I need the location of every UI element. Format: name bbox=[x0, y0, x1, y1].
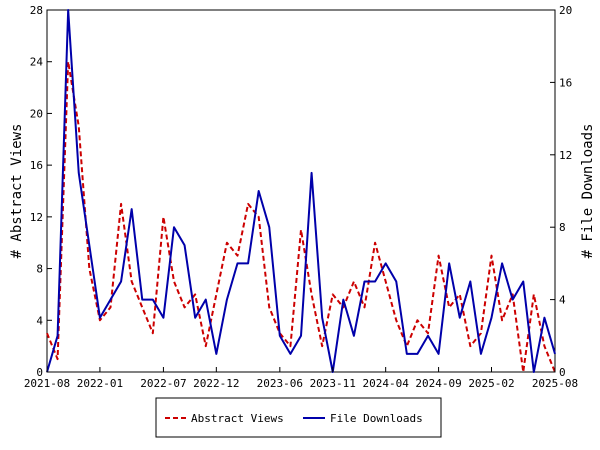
series-layer bbox=[46, 9, 556, 373]
x-tick-label: 2023-11 bbox=[310, 377, 356, 390]
y-axis-title: # Abstract Views bbox=[9, 124, 25, 259]
y-tick-label: 28 bbox=[30, 4, 43, 17]
x-tick-label: 2022-07 bbox=[140, 377, 186, 390]
x-tick-label: 2022-12 bbox=[193, 377, 239, 390]
y2-axis-title: # File Downloads bbox=[580, 124, 596, 259]
y2-tick-label: 4 bbox=[559, 294, 566, 307]
series-line-abstract-views bbox=[46, 60, 556, 373]
y-tick-label: 0 bbox=[36, 366, 43, 379]
x-tick-label: 2024-04 bbox=[362, 377, 409, 390]
y2-tick-label: 16 bbox=[559, 76, 572, 89]
x-tick-label: 2024-09 bbox=[415, 377, 461, 390]
x-tick-label: 2025-02 bbox=[468, 377, 514, 390]
legend-label-abstract-views: Abstract Views bbox=[191, 412, 284, 425]
axis-layer: 0 4 8 12 16 20 24 28 0 4 8 12 16 20 2021-08 2022-01 2022… bbox=[24, 4, 578, 390]
legend-label-file-downloads: File Downloads bbox=[330, 412, 423, 425]
x-tick-label: 2022-01 bbox=[77, 377, 123, 390]
y-tick-label: 20 bbox=[30, 107, 43, 120]
legend: Abstract Views File Downloads bbox=[155, 397, 442, 438]
y-tick-label: 16 bbox=[30, 159, 43, 172]
x-tick-label: 2025-08 bbox=[532, 377, 578, 390]
y-tick-label: 12 bbox=[30, 211, 43, 224]
x-tick-label: 2021-08 bbox=[24, 377, 70, 390]
y2-tick-label: 20 bbox=[559, 4, 572, 17]
y-tick-label: 4 bbox=[36, 314, 43, 327]
y2-tick-label: 0 bbox=[559, 366, 566, 379]
plot-area bbox=[46, 9, 556, 373]
y2-tick-label: 8 bbox=[559, 221, 566, 234]
legend-box bbox=[155, 397, 442, 438]
series-line-file-downloads bbox=[46, 9, 556, 373]
y-tick-label: 24 bbox=[30, 56, 44, 69]
y2-tick-label: 12 bbox=[559, 149, 572, 162]
x-tick-label: 2023-06 bbox=[257, 377, 303, 390]
y-tick-label: 8 bbox=[36, 263, 43, 276]
